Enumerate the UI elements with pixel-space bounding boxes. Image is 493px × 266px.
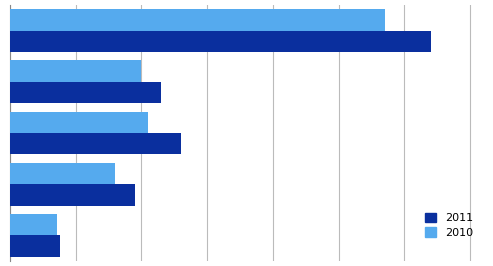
- Bar: [10, 111, 148, 133]
- Bar: [10, 235, 60, 257]
- Bar: [10, 31, 430, 52]
- Bar: [10, 9, 385, 31]
- Bar: [10, 214, 57, 235]
- Legend: 2011, 2010: 2011, 2010: [421, 208, 478, 242]
- Bar: [10, 133, 181, 155]
- Bar: [10, 184, 135, 206]
- Bar: [10, 60, 141, 82]
- Bar: [10, 163, 115, 184]
- Bar: [10, 82, 161, 103]
